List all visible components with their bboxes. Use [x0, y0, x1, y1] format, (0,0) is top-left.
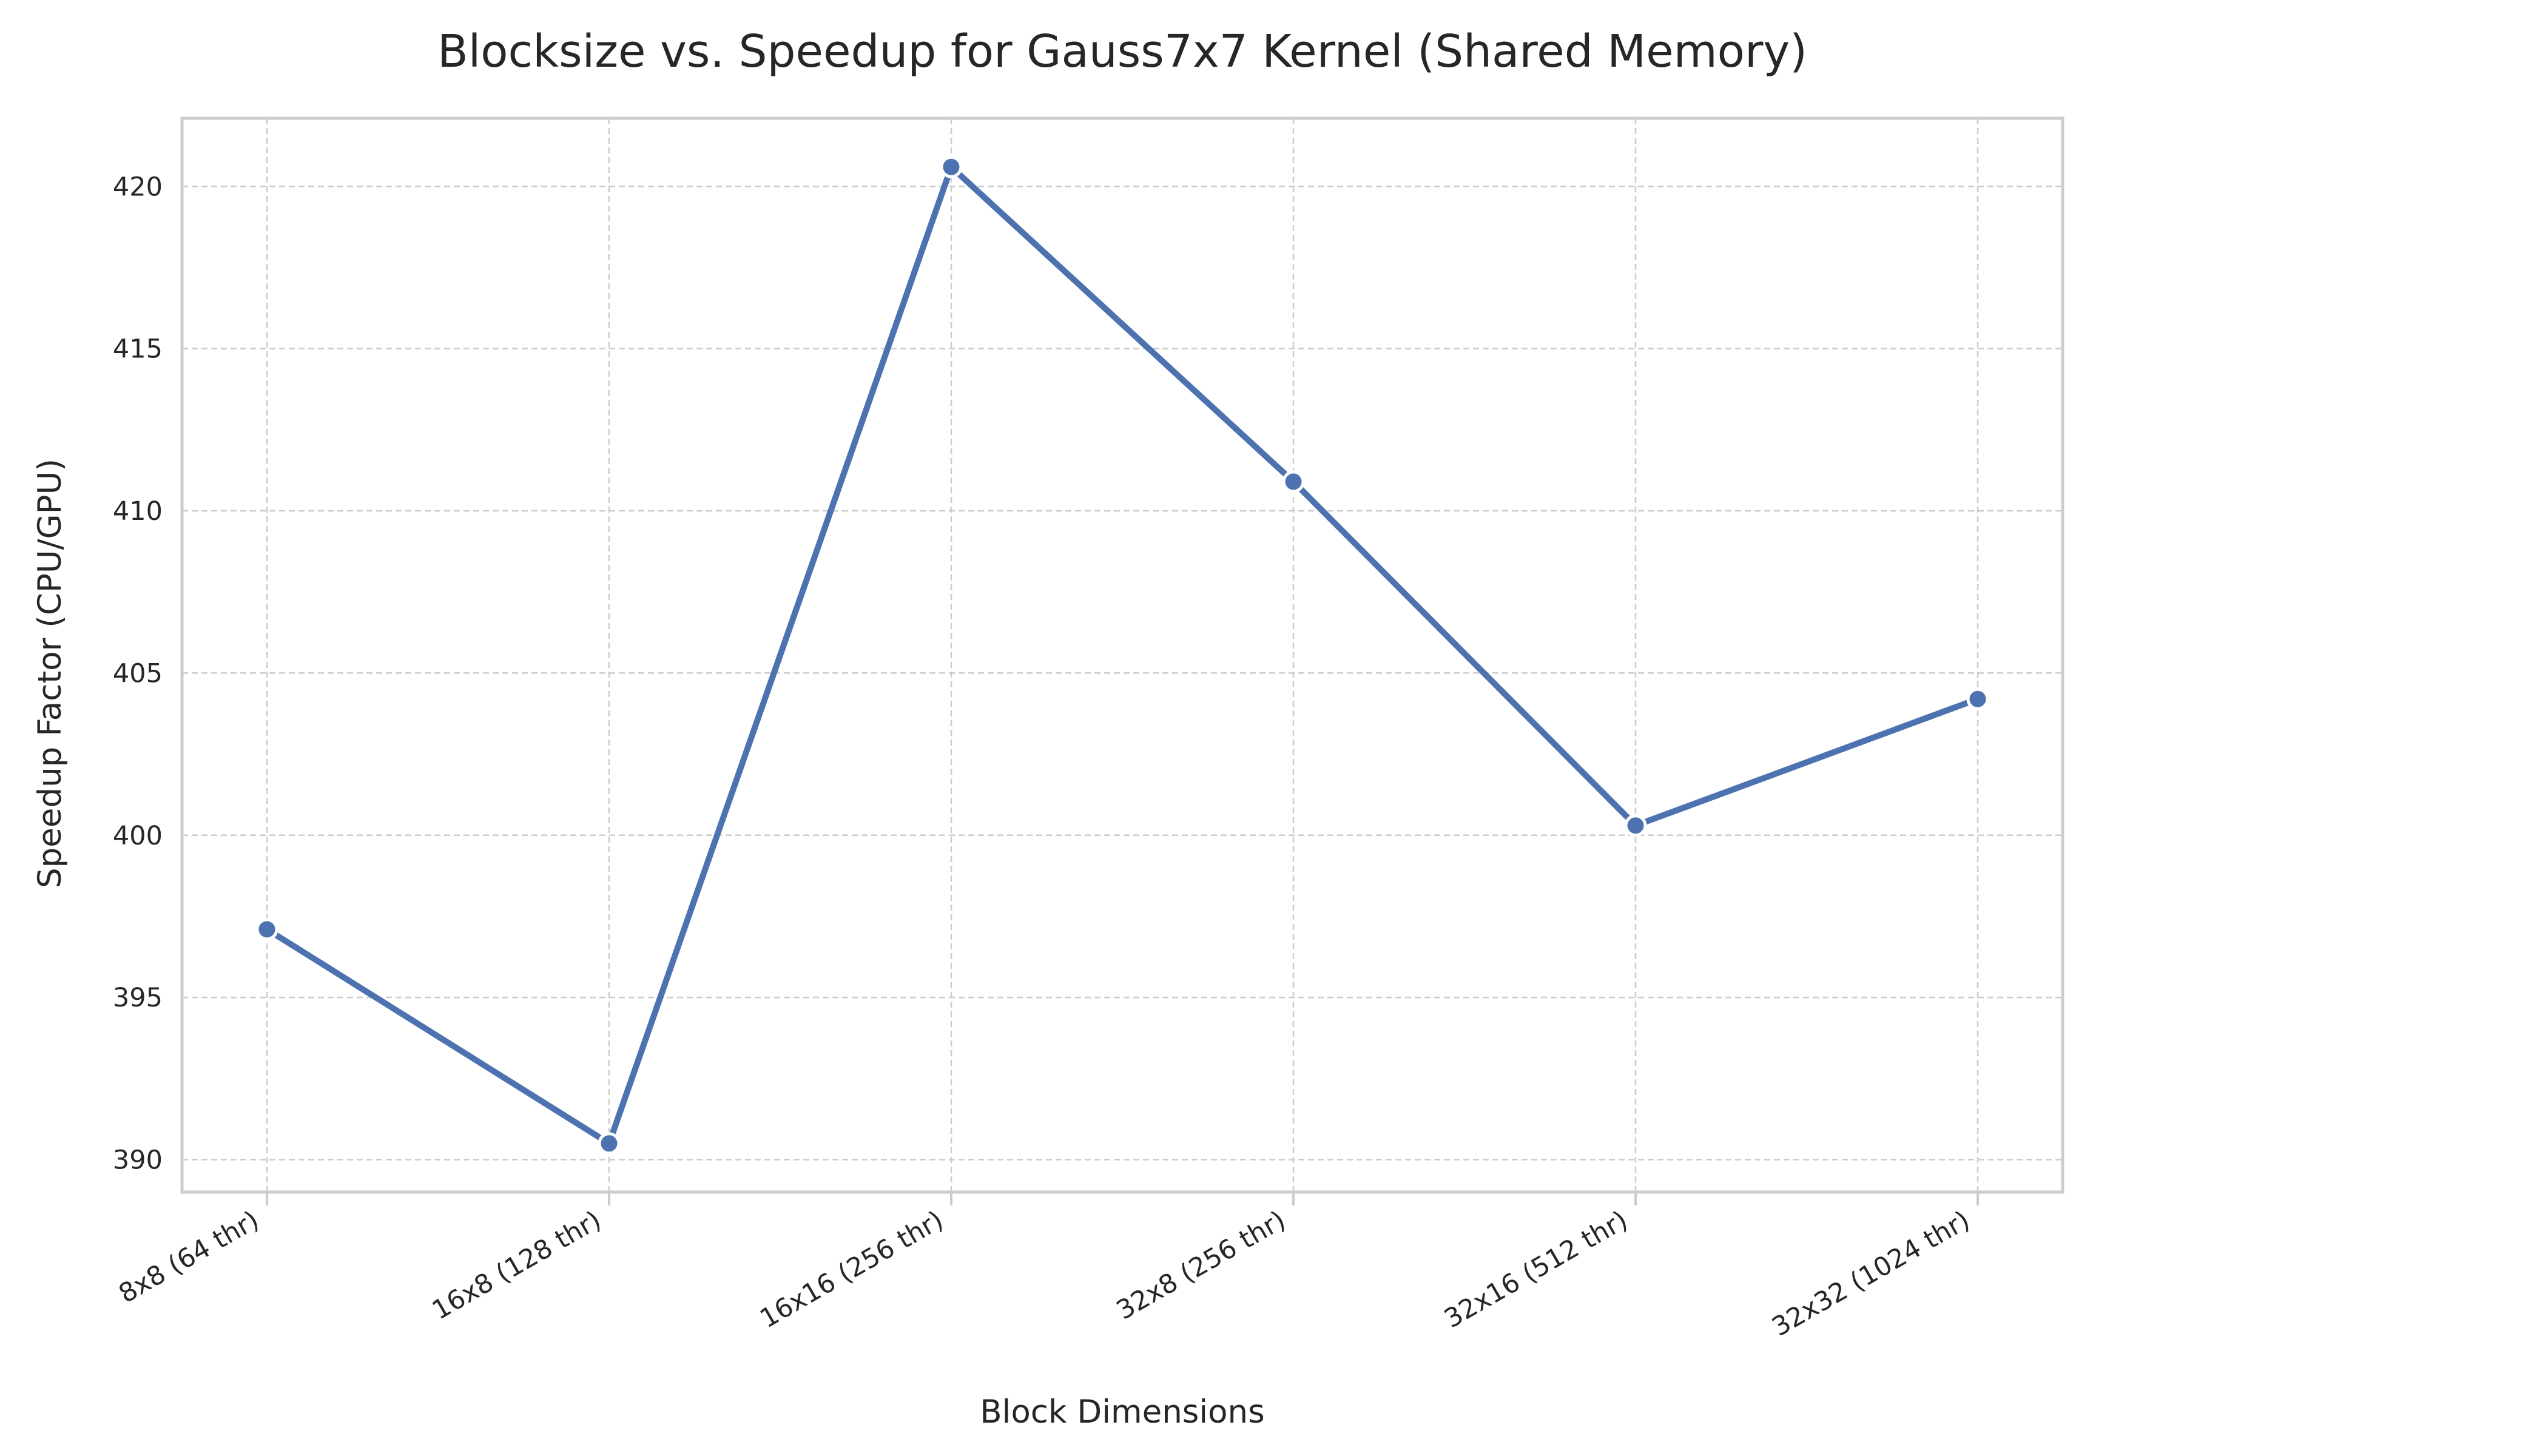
axis-ticks: 390 395 400 405 410 415 420 8x8 (64 thr) 16x8 (1… — [113, 172, 1979, 1343]
plot-frame — [180, 116, 2064, 1194]
x-tick-label: 16x16 (256 thr) — [755, 1205, 948, 1334]
data-point — [1966, 687, 1989, 710]
data-point — [1282, 470, 1305, 493]
y-tick-label: 390 — [113, 1145, 163, 1176]
grid-lines — [182, 118, 2063, 1192]
series-layer — [255, 155, 1989, 1155]
y-tick-label: 395 — [113, 983, 163, 1013]
y-tick-label: 420 — [113, 172, 163, 202]
y-tick-label: 415 — [113, 334, 163, 365]
y-tick-label: 405 — [113, 658, 163, 689]
x-tick-label: 8x8 (64 thr) — [113, 1205, 264, 1309]
chart-title: Blocksize vs. Speedup for Gauss7x7 Kerne… — [437, 25, 1807, 78]
x-tick-label: 32x8 (256 thr) — [1111, 1205, 1290, 1326]
series-line — [264, 164, 1981, 1147]
x-tick-label: 32x32 (1024 thr) — [1767, 1205, 1975, 1343]
x-axis-label: Block Dimensions — [980, 1394, 1265, 1431]
x-tick-label: 16x8 (128 thr) — [427, 1205, 606, 1326]
data-point — [940, 155, 963, 178]
data-point — [1624, 814, 1647, 837]
data-point — [255, 918, 278, 941]
x-tick-label: 32x16 (512 thr) — [1439, 1205, 1633, 1334]
y-tick-label: 400 — [113, 821, 163, 851]
y-axis-label: Speedup Factor (CPU/GPU) — [32, 459, 69, 888]
y-tick-label: 410 — [113, 496, 163, 527]
data-point — [598, 1132, 621, 1155]
